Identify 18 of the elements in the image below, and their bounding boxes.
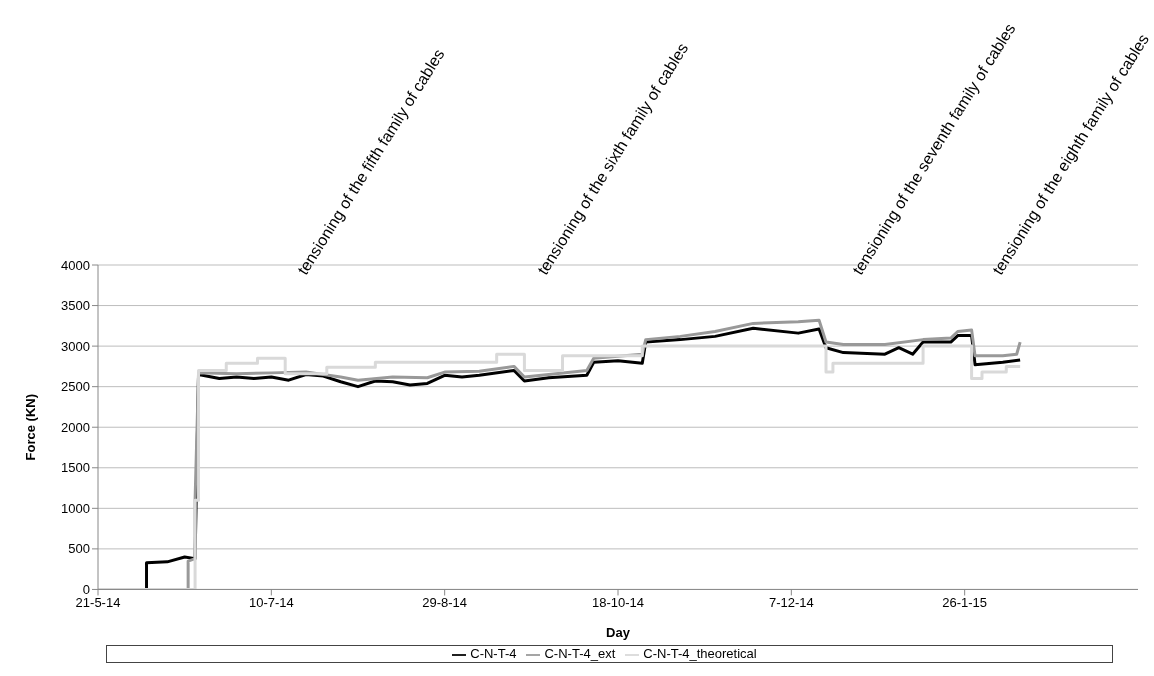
x-axis-title: Day	[606, 625, 631, 641]
y-tick-label: 3000	[61, 338, 90, 354]
legend-label: C-N-T-4	[470, 646, 517, 662]
x-tick-label: 26-1-15	[942, 594, 988, 610]
x-tick-label: 10-7-14	[248, 594, 294, 610]
legend-label: C-N-T-4_ext	[544, 646, 616, 662]
x-tick-label: 29-8-14	[422, 594, 468, 610]
y-tick-label: 4000	[61, 257, 90, 273]
y-axis-title: Force (KN)	[22, 393, 38, 461]
x-tick-label: 7-12-14	[768, 594, 814, 610]
y-tick-label: 3500	[61, 298, 90, 314]
y-tick-label: 500	[68, 541, 90, 557]
x-tick-label: 18-10-14	[591, 594, 645, 610]
y-tick-label: 1500	[61, 460, 90, 476]
y-tick-label: 2500	[61, 379, 90, 395]
y-tick-label: 2000	[61, 419, 90, 435]
legend-label: C-N-T-4_theoretical	[643, 646, 757, 662]
y-tick-label: 1000	[61, 500, 90, 516]
